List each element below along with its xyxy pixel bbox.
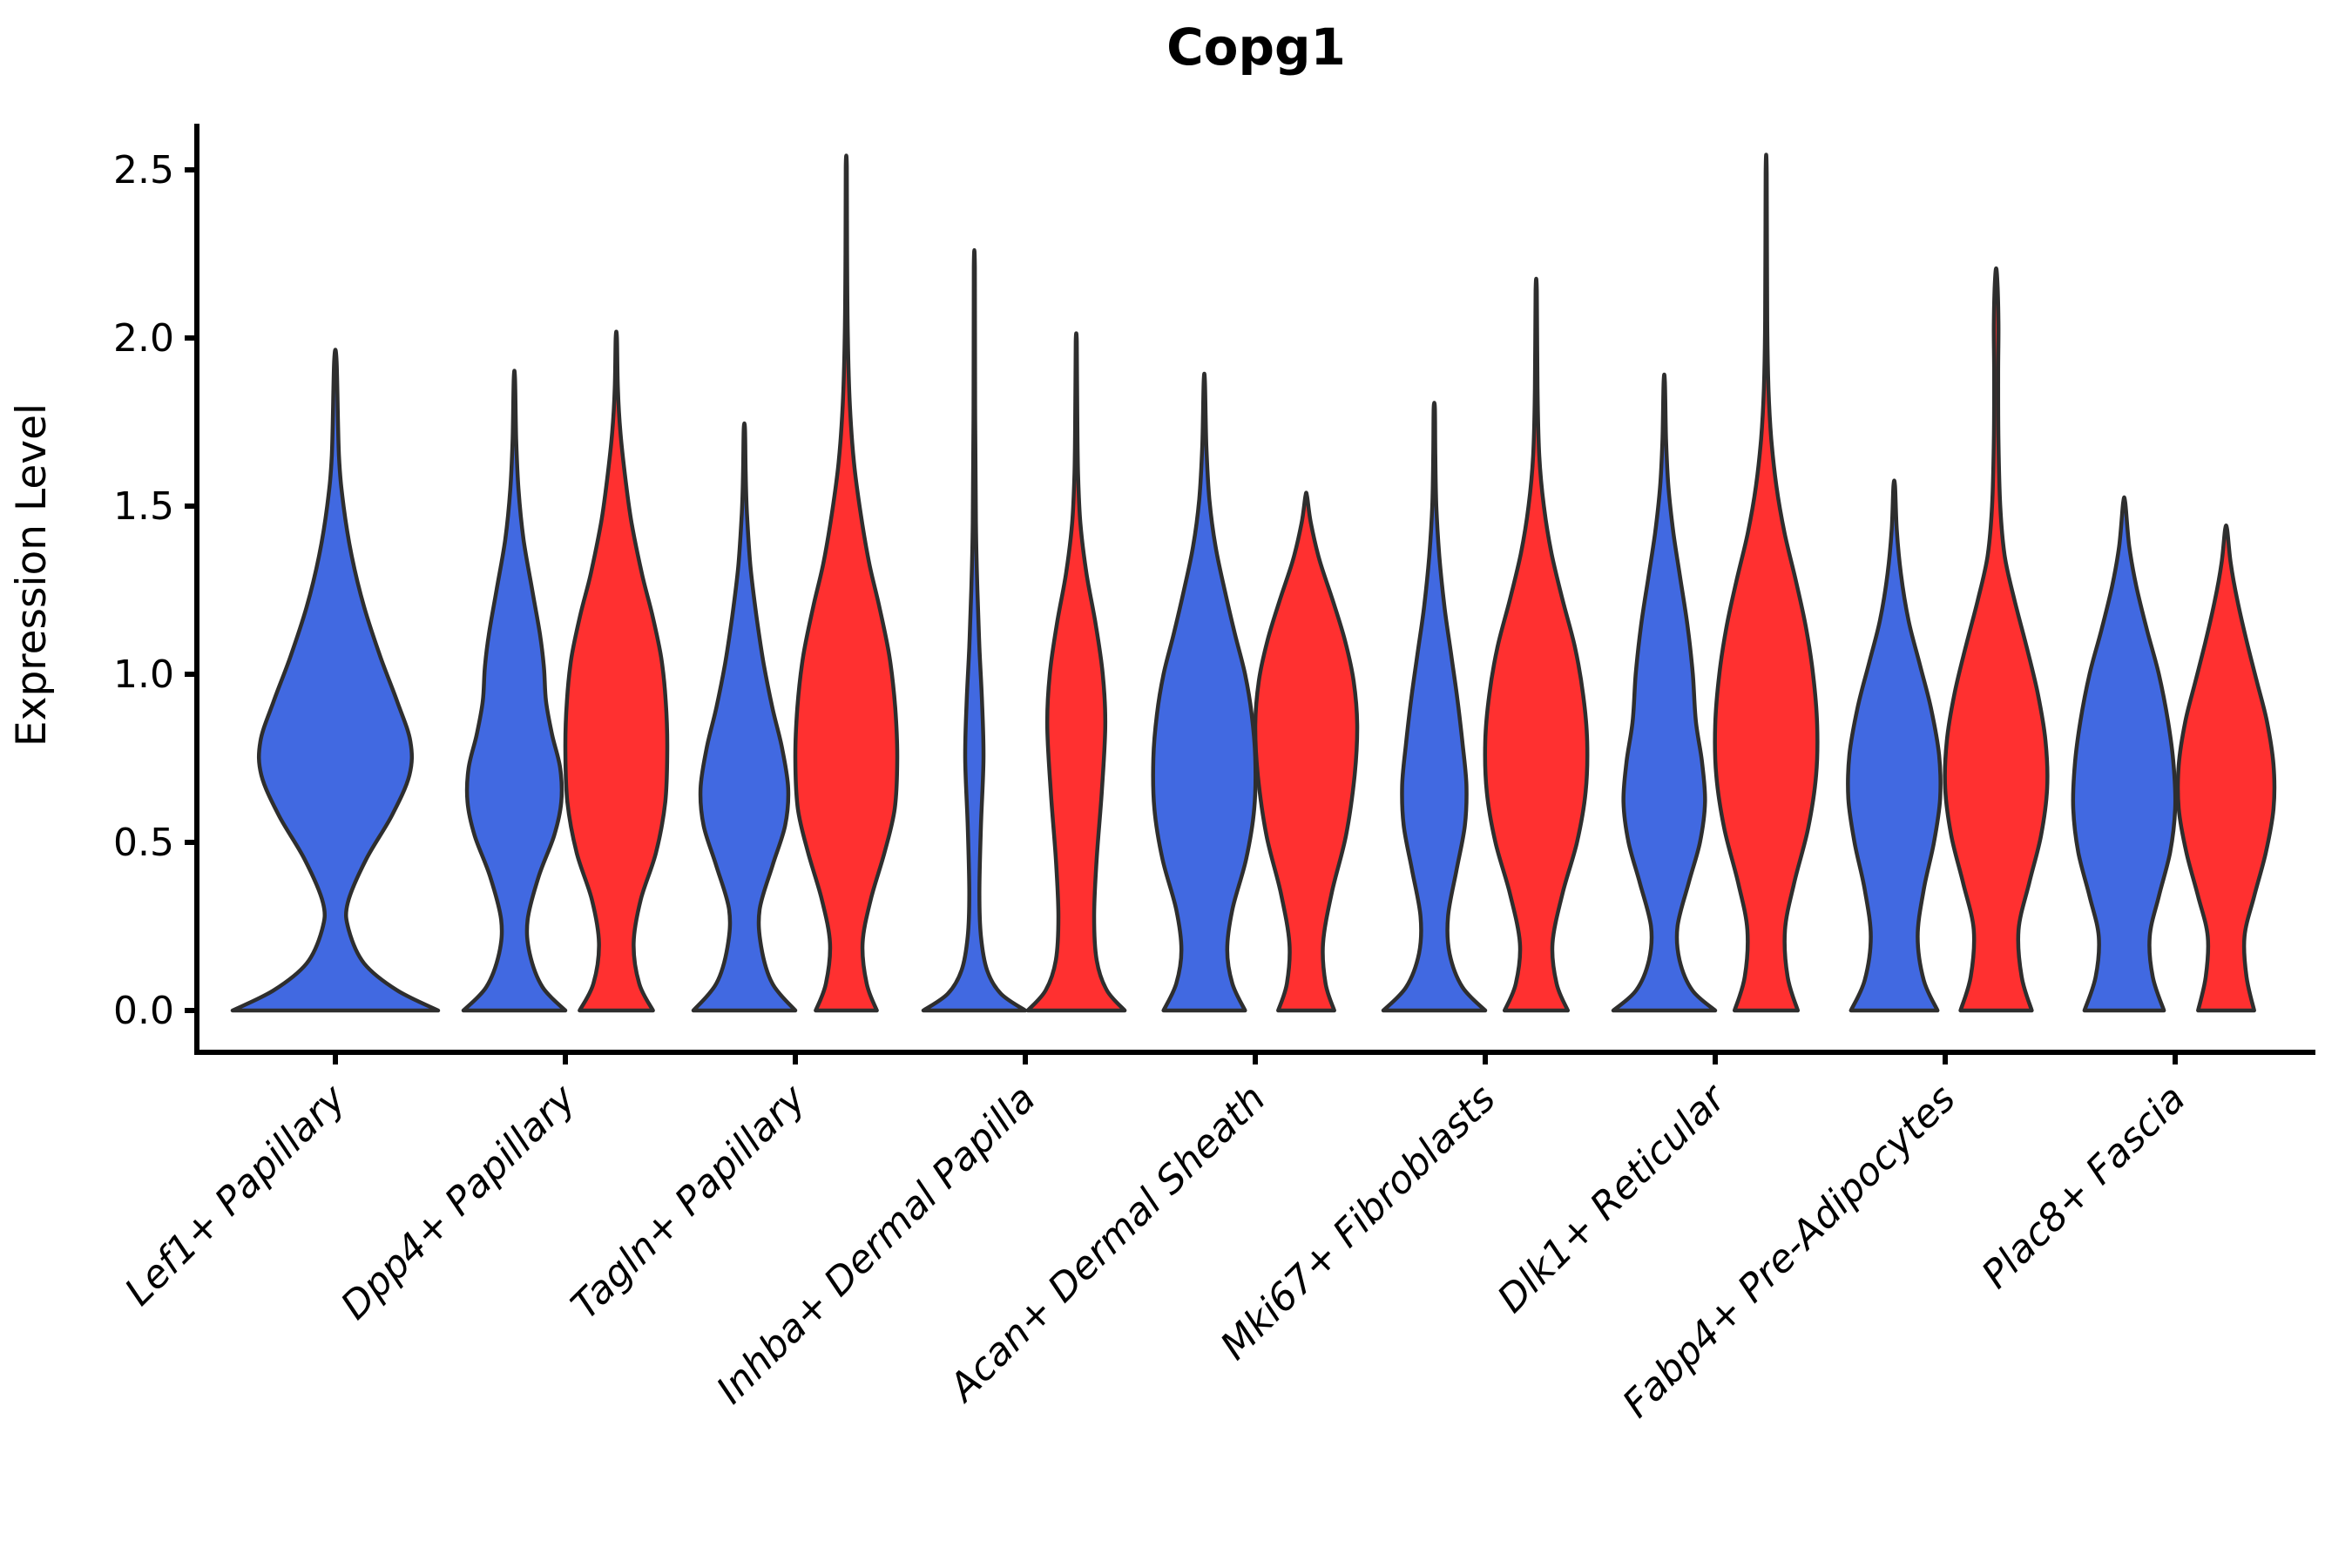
y-axis-label: Expression Level [8, 403, 56, 747]
violin-plac8-fascia-red [2175, 523, 2277, 1013]
violin-inhba-dermal-papilla-red [1025, 331, 1127, 1013]
violin-tagln-papillary-blue [691, 421, 798, 1013]
violin-acan-dermal-sheath-blue [1151, 371, 1258, 1013]
violin-dlk1-reticular-red [1713, 152, 1820, 1013]
y-tick-label: 0.5 [113, 821, 174, 865]
y-tick-label: 1.5 [113, 484, 174, 529]
violins-layer [230, 152, 2277, 1013]
violin-mki67-fibroblasts-red [1483, 276, 1590, 1013]
x-tick-label: Dpp4+ Papillary [333, 1076, 585, 1328]
y-tick-label: 2.0 [113, 316, 174, 361]
violin-acan-dermal-sheath-red [1253, 490, 1360, 1013]
y-ticks: 0.0 0.5 1.0 1.5 2.0 2.5 [113, 148, 197, 1033]
violin-dpp4-papillary-red [563, 329, 670, 1013]
violin-lef1-papillary-blue [230, 348, 441, 1013]
violin-dlk1-reticular-blue [1611, 372, 1718, 1013]
violin-tagln-papillary-red [793, 153, 900, 1013]
violin-inhba-dermal-papilla-blue [921, 247, 1028, 1013]
x-tick-label: Plac8+ Fascia [1973, 1077, 2193, 1297]
violin-fabp4-pre-adipocytes-blue [1846, 478, 1943, 1013]
x-tick-label: Lef1+ Papillary [117, 1076, 355, 1315]
violin-dpp4-papillary-blue [461, 368, 568, 1013]
x-tick-label: Tagln+ Papillary [563, 1076, 814, 1328]
y-tick-label: 1.0 [113, 652, 174, 697]
violin-plac8-fascia-blue [2071, 495, 2178, 1013]
violin-fabp4-pre-adipocytes-red [1943, 266, 2050, 1013]
violin-mki67-fibroblasts-blue [1381, 401, 1488, 1013]
chart-title: Copg1 [1166, 17, 1346, 77]
x-tick-label: Dlk1+ Reticular [1489, 1075, 1735, 1321]
y-tick-label: 2.5 [113, 148, 174, 193]
y-tick-label: 0.0 [113, 989, 174, 1033]
